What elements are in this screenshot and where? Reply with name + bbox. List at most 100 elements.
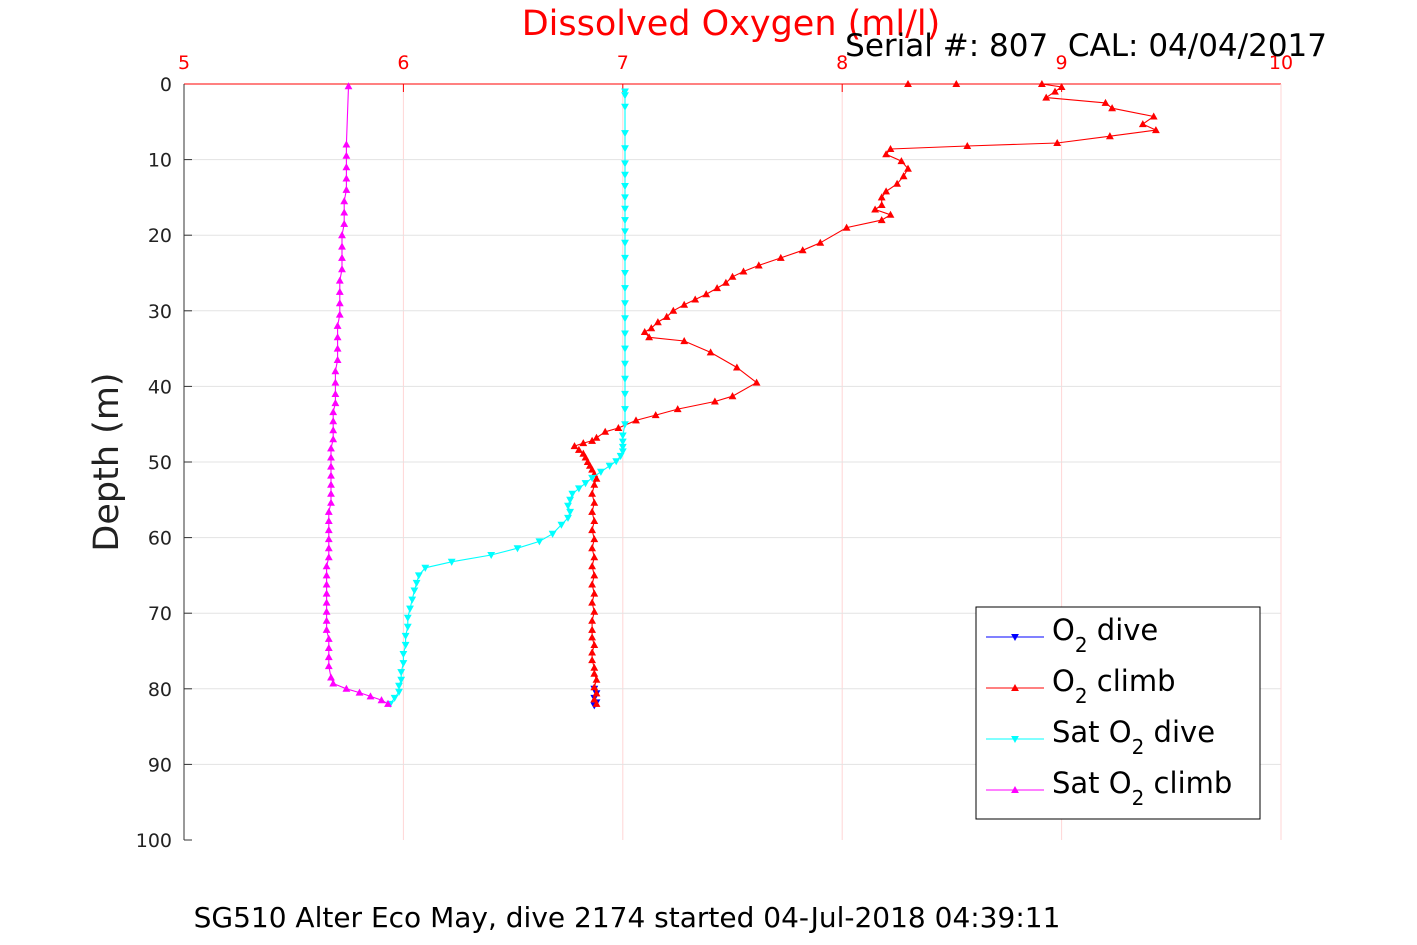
series-point <box>395 688 403 696</box>
series-point <box>329 417 338 425</box>
series-point <box>329 435 338 443</box>
series-point <box>331 398 340 407</box>
x-tick-label: 8 <box>836 52 848 74</box>
series-point <box>621 285 629 293</box>
series-point <box>592 474 601 482</box>
series-point <box>324 535 333 543</box>
legend-marker <box>1011 735 1019 744</box>
series-point <box>322 616 331 624</box>
series-point <box>588 489 597 497</box>
series-point <box>322 562 331 570</box>
series-point <box>331 367 340 375</box>
series-point <box>329 679 338 687</box>
series-point <box>322 607 331 615</box>
series-point <box>590 589 599 597</box>
series-point <box>588 580 597 588</box>
legend-label: Sat O2 climb <box>1052 766 1232 810</box>
series-point <box>344 82 353 90</box>
series-point <box>588 525 597 534</box>
series-point <box>340 208 349 216</box>
series-point <box>579 439 588 447</box>
y-tick-label: 70 <box>148 603 172 625</box>
y-tick-label: 40 <box>148 376 172 398</box>
series-point <box>1053 138 1062 146</box>
y-tick-label: 30 <box>148 301 172 323</box>
series-point <box>588 507 597 515</box>
series-point <box>324 544 333 552</box>
series-point <box>322 580 331 588</box>
series-point <box>327 462 335 470</box>
series-point <box>588 598 597 606</box>
series-layer <box>322 79 1160 710</box>
series-point <box>333 333 342 341</box>
series-point <box>1042 93 1051 101</box>
series-point <box>592 699 601 707</box>
series-point <box>621 360 629 368</box>
series-point <box>338 242 346 250</box>
series-point <box>605 462 614 470</box>
series-point <box>621 254 629 262</box>
series-point <box>612 458 621 466</box>
series-point <box>621 205 629 213</box>
series-point <box>963 141 972 149</box>
series-point <box>590 480 599 488</box>
series-point <box>566 496 575 504</box>
series-point <box>1149 112 1158 120</box>
y-axis-label: Depth (m) <box>87 372 127 551</box>
series-point <box>324 507 333 515</box>
series-point <box>1101 98 1110 106</box>
series-point <box>421 564 430 572</box>
y-tick-label: 0 <box>160 74 172 96</box>
chart-caption: SG510 Alter Eco May, dive 2174 started 0… <box>194 901 1061 934</box>
series-point <box>408 596 417 604</box>
legend-label: O2 climb <box>1052 664 1176 708</box>
series-point <box>327 471 335 479</box>
series-point <box>886 144 895 152</box>
series-point <box>614 423 623 432</box>
x-tick-label: 9 <box>1056 52 1068 74</box>
series-point <box>1057 82 1066 90</box>
series-point <box>618 443 627 451</box>
series-point <box>1037 79 1046 87</box>
series-point <box>877 193 886 201</box>
series-point <box>651 411 660 419</box>
series-point <box>574 445 583 453</box>
series-point <box>327 480 335 488</box>
series-point <box>621 345 629 353</box>
series-point <box>621 239 629 247</box>
series-point <box>322 598 331 606</box>
series-point <box>798 246 807 254</box>
series-point <box>673 405 682 413</box>
series-point <box>732 363 741 371</box>
series-point <box>680 300 689 308</box>
series-point <box>447 558 456 566</box>
series-point <box>739 267 748 275</box>
x-tick-label: 5 <box>178 52 190 74</box>
series-point <box>904 79 912 87</box>
y-tick-label: 100 <box>136 830 172 852</box>
series-point <box>882 187 891 195</box>
x-tick-label: 6 <box>397 52 409 74</box>
series-point <box>728 392 737 400</box>
series-point <box>590 498 599 506</box>
series-1 <box>570 79 1160 707</box>
series-point <box>592 689 601 697</box>
series-point <box>566 508 575 516</box>
series-point <box>645 333 654 341</box>
series-point <box>621 88 629 96</box>
x-tick-label: 10 <box>1269 52 1293 74</box>
series-point <box>342 174 351 182</box>
series-3 <box>322 82 392 707</box>
series-2 <box>386 88 629 708</box>
series-point <box>616 452 625 461</box>
series-point <box>621 171 629 179</box>
y-tick-label: 20 <box>148 225 172 247</box>
series-point <box>702 290 711 298</box>
series-point <box>324 516 333 525</box>
series-point <box>621 217 629 225</box>
series-point <box>535 538 544 546</box>
series-point <box>590 683 599 691</box>
series-point <box>588 562 597 570</box>
series-point <box>399 650 408 659</box>
